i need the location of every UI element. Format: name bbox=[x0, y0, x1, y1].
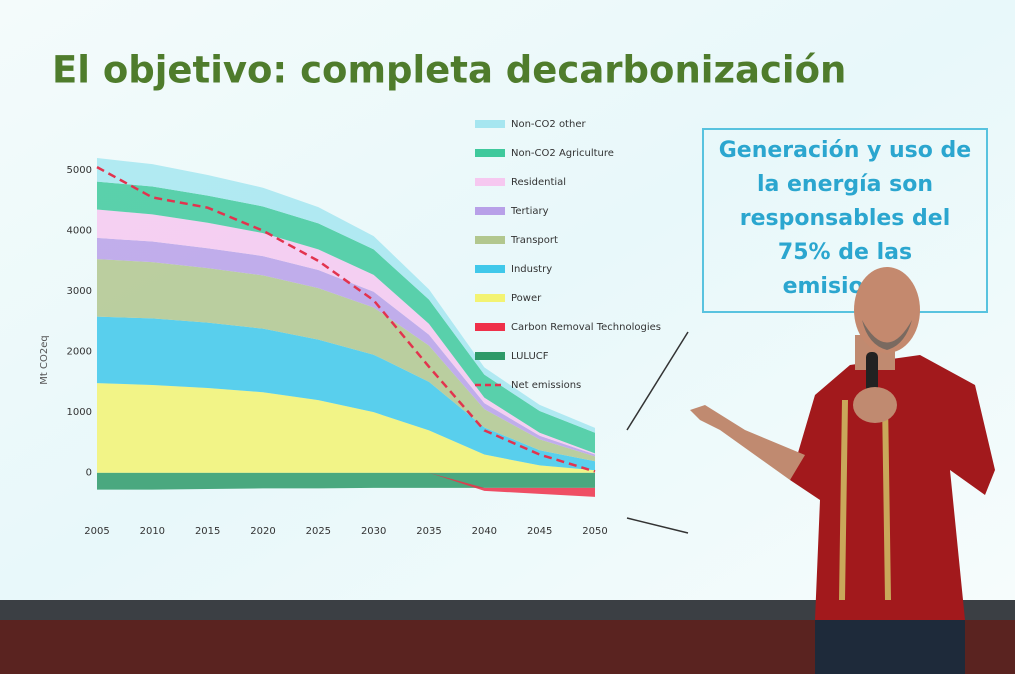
legend-swatch bbox=[475, 265, 505, 273]
legend-label: Tertiary bbox=[510, 206, 549, 217]
y-tick-label: 5000 bbox=[67, 165, 92, 176]
decor-line bbox=[626, 517, 689, 534]
arm bbox=[690, 405, 805, 480]
area-series bbox=[97, 209, 595, 455]
x-tick-label: 2040 bbox=[472, 526, 497, 537]
net-line bbox=[96, 166, 596, 473]
x-tick-label: 2025 bbox=[306, 526, 331, 537]
legend-label: Transport bbox=[510, 235, 558, 246]
legend-label: Carbon Removal Technologies bbox=[511, 322, 661, 333]
y-tick-label: 0 bbox=[86, 468, 92, 479]
screen-frame bbox=[0, 600, 1015, 620]
x-tick-label: 2005 bbox=[84, 526, 109, 537]
slide-title: El objetivo: completa decarbonización bbox=[52, 49, 846, 92]
beard bbox=[862, 320, 912, 350]
legend-swatch bbox=[475, 352, 505, 360]
legend-label: Power bbox=[511, 293, 542, 304]
trousers bbox=[815, 620, 965, 674]
legend-label: Non-CO2 Agriculture bbox=[511, 148, 614, 159]
x-tick-label: 2050 bbox=[582, 526, 607, 537]
x-tick-label: 2030 bbox=[361, 526, 386, 537]
legend-swatch bbox=[475, 149, 505, 157]
legend-label: Industry bbox=[511, 264, 552, 275]
legend-label: Non-CO2 other bbox=[511, 119, 586, 130]
x-tick-label: 2010 bbox=[140, 526, 165, 537]
y-tick-label: 4000 bbox=[67, 226, 92, 237]
area-series bbox=[97, 259, 595, 462]
x-tick-label: 2015 bbox=[195, 526, 220, 537]
legend-label: Net emissions bbox=[511, 380, 581, 391]
x-tick-label: 2035 bbox=[416, 526, 441, 537]
legend-swatch bbox=[475, 207, 505, 215]
legend-swatch bbox=[475, 236, 505, 244]
hand bbox=[853, 387, 897, 423]
legend-label: Residential bbox=[511, 177, 566, 188]
y-tick-label: 3000 bbox=[67, 286, 92, 297]
y-tick-label: 1000 bbox=[67, 407, 92, 418]
legend-swatch bbox=[475, 120, 505, 128]
area-series bbox=[97, 383, 595, 473]
area-series bbox=[97, 181, 595, 454]
legend-swatch bbox=[475, 323, 505, 331]
x-tick-label: 2020 bbox=[250, 526, 275, 537]
legend-label: LULUCF bbox=[511, 351, 549, 362]
embroidery bbox=[839, 399, 891, 601]
head bbox=[854, 267, 920, 353]
legend-swatch bbox=[475, 178, 505, 186]
x-tick-label: 2045 bbox=[527, 526, 552, 537]
area-series bbox=[97, 158, 595, 433]
y-axis-label: Mt CO2eq bbox=[39, 335, 50, 384]
legend-swatch bbox=[475, 294, 505, 302]
decor-line bbox=[626, 331, 689, 431]
y-tick-label: 2000 bbox=[67, 347, 92, 358]
area-series bbox=[97, 316, 595, 471]
